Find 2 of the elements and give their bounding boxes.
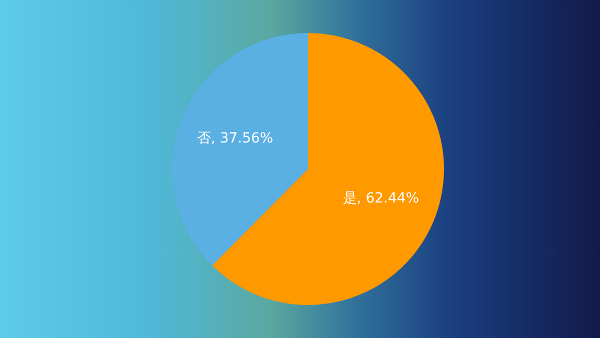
- slice-label: 否, 37.56%: [196, 130, 274, 147]
- slice-label: 是, 62.44%: [342, 190, 420, 207]
